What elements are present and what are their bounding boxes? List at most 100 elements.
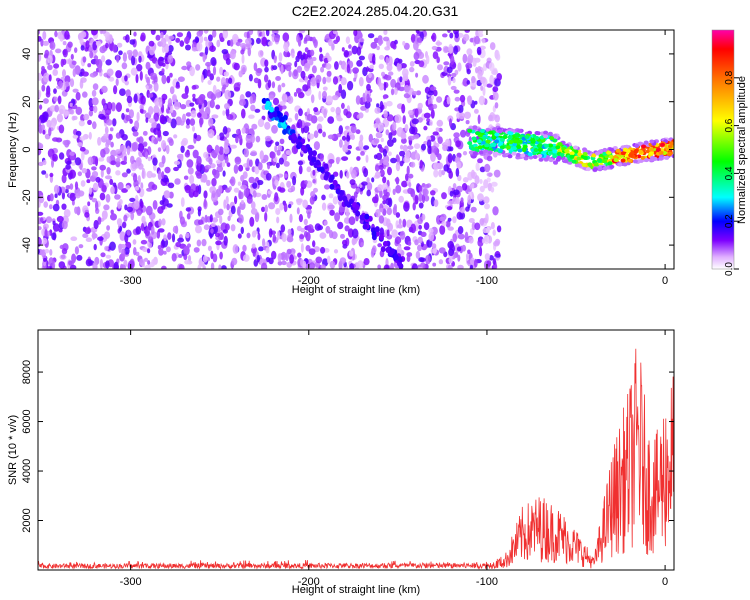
heatmap-cell: [364, 100, 371, 109]
heatmap-band-cell: [577, 152, 583, 157]
heatmap-band-cell: [582, 155, 588, 160]
heatmap-cell: [74, 65, 81, 75]
heatmap-cell: [196, 239, 202, 247]
heatmap-streak-cell: [265, 100, 271, 107]
heatmap-cell: [125, 89, 131, 98]
heatmap-band-cell: [523, 156, 529, 161]
heatmap-cell: [297, 119, 303, 129]
heatmap-cell: [173, 101, 181, 110]
heatmap-cell: [157, 170, 162, 180]
heatmap-cell: [262, 238, 266, 248]
heatmap-cell: [348, 250, 354, 257]
heatmap-cell: [173, 166, 179, 172]
heatmap-band-cell: [512, 146, 517, 151]
heatmap-band-cell: [482, 149, 488, 154]
heatmap-cell: [302, 84, 309, 92]
heatmap-cell: [170, 105, 174, 114]
heatmap-cell: [267, 41, 273, 47]
heatmap-cell: [292, 175, 297, 186]
heatmap-cell: [154, 97, 161, 107]
heatmap-cell: [256, 254, 260, 263]
heatmap-cell: [326, 95, 333, 105]
heatmap-cell: [184, 184, 191, 194]
heatmap-band-cell: [477, 145, 483, 150]
heatmap-cell: [89, 72, 97, 78]
heatmap-cell: [294, 113, 299, 121]
heatmap-streak-cell: [329, 174, 335, 181]
heatmap-cell: [198, 30, 204, 35]
heatmap-cell: [458, 112, 466, 120]
heatmap-cell: [125, 114, 131, 122]
heatmap-cell: [407, 145, 414, 150]
heatmap-cell: [337, 221, 344, 230]
heatmap-cell: [482, 86, 486, 96]
heatmap-cell: [410, 161, 416, 168]
heatmap-cell: [377, 243, 383, 248]
heatmap-cell: [418, 257, 425, 263]
heatmap-streak-cell: [311, 156, 317, 163]
heatmap-cell: [436, 119, 444, 127]
heatmap-cell: [283, 42, 289, 51]
heatmap-cell: [317, 116, 324, 122]
heatmap-cell: [416, 30, 420, 34]
heatmap-cell: [82, 91, 88, 98]
heatmap-cell: [345, 111, 352, 119]
heatmap-band-cell: [511, 151, 517, 156]
heatmap-cell: [177, 237, 185, 243]
heatmap-cell: [203, 198, 207, 208]
heatmap-cell: [78, 120, 85, 127]
heatmap-cell: [341, 156, 349, 162]
heatmap-cell: [417, 117, 423, 123]
heatmap-cell: [296, 207, 300, 215]
heatmap-cell: [198, 35, 204, 44]
heatmap-cell: [435, 127, 440, 132]
heatmap-cell: [108, 133, 113, 141]
heatmap-cell: [61, 191, 65, 200]
heatmap-cell: [110, 213, 117, 221]
heatmap-band-cell: [638, 149, 644, 154]
heatmap-cell: [303, 37, 308, 42]
heatmap-band-cell: [493, 151, 499, 156]
heatmap-cell: [141, 215, 146, 224]
heatmap-cell: [69, 109, 75, 115]
heatmap-cell: [168, 138, 174, 146]
heatmap-band-cell: [563, 159, 569, 164]
heatmap-cell: [117, 201, 122, 209]
heatmap-band-cell: [649, 139, 655, 144]
heatmap-cell: [201, 238, 207, 247]
heatmap-cell: [403, 246, 411, 251]
heatmap-cell: [134, 185, 140, 191]
heatmap-cell: [172, 225, 178, 234]
heatmap-band-cell: [658, 150, 664, 155]
heatmap-streak-cell: [282, 128, 288, 135]
heatmap-streak-cell: [323, 163, 329, 170]
heatmap-cell: [197, 112, 202, 118]
spectrogram-y-ticks: -40 -20 0 20 40: [21, 48, 674, 253]
heatmap-cell: [285, 252, 289, 262]
heatmap-cell: [494, 238, 501, 245]
heatmap-cell: [69, 154, 75, 161]
heatmap-band-cell: [507, 154, 513, 159]
heatmap-cell: [446, 206, 453, 211]
heatmap-cell: [69, 151, 75, 156]
heatmap-cell: [218, 185, 223, 194]
heatmap-cell: [383, 94, 387, 100]
x-tick-label: 0: [662, 576, 668, 588]
heatmap-cell: [203, 151, 209, 159]
heatmap-cell: [353, 30, 358, 37]
heatmap-cell: [105, 127, 109, 135]
heatmap-band-cell: [517, 139, 523, 144]
heatmap-cell: [64, 110, 70, 116]
heatmap-cell: [395, 212, 401, 218]
heatmap-cell: [126, 145, 131, 156]
heatmap-band-cell: [494, 139, 500, 144]
heatmap-cell: [157, 147, 162, 153]
heatmap-cell: [61, 174, 67, 184]
heatmap-cell: [339, 139, 343, 148]
heatmap-cell: [252, 182, 258, 189]
heatmap-band-cell: [516, 145, 522, 149]
heatmap-cell: [248, 30, 254, 35]
heatmap-cell: [464, 30, 470, 33]
heatmap-cell: [375, 131, 383, 139]
